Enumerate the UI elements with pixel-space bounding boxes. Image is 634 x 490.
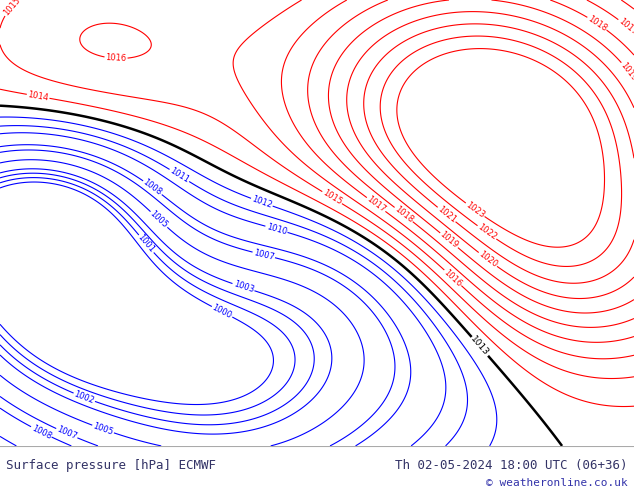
Text: 1011: 1011 bbox=[168, 166, 191, 185]
Text: 1014: 1014 bbox=[27, 90, 49, 102]
Text: 1016: 1016 bbox=[105, 53, 127, 63]
Text: 1005: 1005 bbox=[148, 209, 170, 230]
Text: 1018: 1018 bbox=[586, 14, 609, 33]
Text: 1013: 1013 bbox=[469, 335, 491, 358]
Text: 1017: 1017 bbox=[365, 195, 387, 215]
Text: 1001: 1001 bbox=[136, 233, 157, 255]
Text: 1019: 1019 bbox=[619, 60, 634, 83]
Text: 1000: 1000 bbox=[210, 303, 233, 320]
Text: 1010: 1010 bbox=[265, 222, 288, 237]
Text: 1012: 1012 bbox=[250, 195, 273, 210]
Text: 1019: 1019 bbox=[438, 230, 460, 250]
Text: 1007: 1007 bbox=[55, 425, 78, 441]
Text: 1007: 1007 bbox=[252, 248, 275, 262]
Text: 1018: 1018 bbox=[392, 204, 415, 224]
Text: 1020: 1020 bbox=[477, 249, 499, 270]
Text: 1015: 1015 bbox=[1, 0, 22, 18]
Text: Surface pressure [hPa] ECMWF: Surface pressure [hPa] ECMWF bbox=[6, 459, 216, 472]
Text: 1016: 1016 bbox=[442, 268, 463, 288]
Text: 1017: 1017 bbox=[616, 17, 634, 37]
Text: 1005: 1005 bbox=[92, 421, 115, 437]
Text: 1023: 1023 bbox=[464, 200, 486, 220]
Text: 1003: 1003 bbox=[232, 280, 255, 295]
Text: Th 02-05-2024 18:00 UTC (06+36): Th 02-05-2024 18:00 UTC (06+36) bbox=[395, 459, 628, 472]
Text: 1008: 1008 bbox=[30, 423, 53, 441]
Text: 1022: 1022 bbox=[476, 223, 498, 242]
Text: 1015: 1015 bbox=[321, 188, 344, 207]
Text: © weatheronline.co.uk: © weatheronline.co.uk bbox=[486, 478, 628, 488]
Text: 1021: 1021 bbox=[436, 204, 458, 224]
Text: 1002: 1002 bbox=[73, 390, 96, 405]
Text: 1008: 1008 bbox=[141, 178, 164, 197]
